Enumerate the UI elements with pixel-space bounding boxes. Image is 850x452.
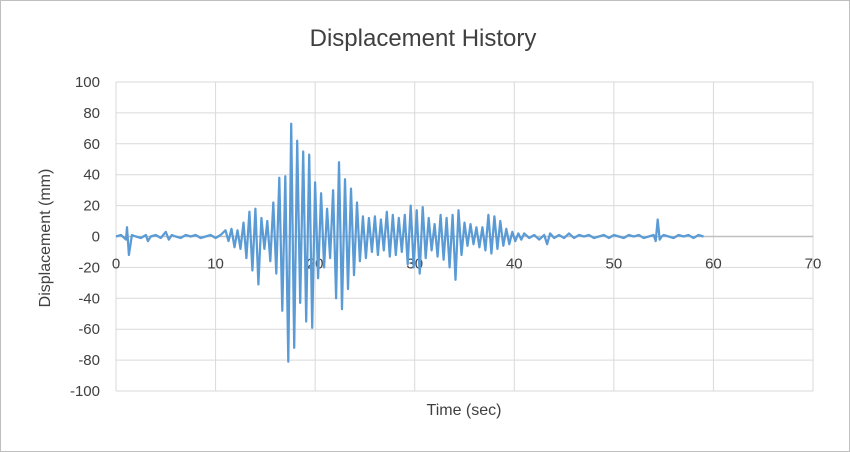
x-tick-label: 20: [307, 256, 324, 273]
y-tick-labels: 100 80 60 40 20 0 -20 -40 -60 -80 -100: [70, 74, 100, 400]
x-tick-label: 10: [207, 256, 224, 273]
chart-title: Displacement History: [310, 25, 537, 52]
x-axis-label: Time (sec): [427, 402, 502, 419]
series-line: [115, 122, 704, 363]
x-tick-label: 50: [606, 256, 623, 273]
y-tick-label: 20: [83, 198, 100, 215]
y-tick-label: -100: [70, 383, 100, 400]
x-tick-label: 0: [112, 256, 120, 273]
x-tick-label: 60: [705, 256, 722, 273]
y-tick-label: 40: [83, 167, 100, 184]
y-tick-label: 80: [83, 105, 100, 122]
x-tick-label: 40: [506, 256, 523, 273]
y-tick-label: -60: [78, 321, 100, 338]
y-tick-label: -20: [78, 259, 100, 276]
y-axis-label: Displacement (mm): [37, 169, 54, 308]
y-tick-label: 60: [83, 136, 100, 153]
x-tick-labels: 0 10 20 30 40 50 60 70: [112, 256, 822, 273]
series-group: [115, 122, 704, 363]
y-tick-label: 0: [92, 229, 100, 246]
y-tick-label: 100: [75, 74, 100, 91]
y-tick-label: -40: [78, 290, 100, 307]
x-tick-label: 70: [805, 256, 822, 273]
y-tick-label: -80: [78, 352, 100, 369]
